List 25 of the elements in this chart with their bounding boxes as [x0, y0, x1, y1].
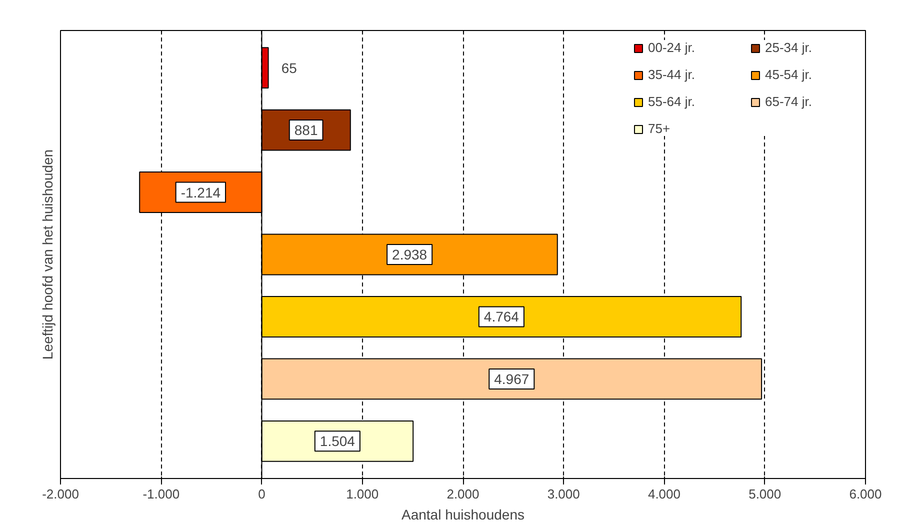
data-label: 2.938 [392, 246, 428, 262]
x-tick-label: 1.000 [346, 486, 379, 502]
x-axis-title: Aantal huishoudens [402, 506, 525, 522]
legend-label: 00-24 jr. [648, 40, 696, 55]
legend-label: 45-54 jr. [765, 67, 813, 82]
x-tick-label: 5.000 [748, 486, 782, 502]
data-label: 1.504 [320, 433, 356, 450]
y-axis-title: Leeftijd hoofd van het huishouden [40, 149, 56, 360]
x-tick-label: 3.000 [547, 486, 580, 502]
x-tick-label: -2.000 [42, 486, 79, 502]
data-label: 4.764 [484, 308, 520, 325]
data-label: -1.214 [180, 184, 221, 200]
data-label: 881 [294, 122, 318, 138]
x-tick-label: 2.000 [446, 486, 480, 502]
x-tick-label: 0 [258, 486, 266, 502]
legend-label: 25-34 jr. [765, 40, 813, 55]
x-tick-label: 6.000 [849, 486, 882, 502]
data-label: 4.967 [494, 370, 530, 387]
x-tick-label: 4.000 [648, 486, 681, 502]
legend-label: 75+ [648, 121, 672, 136]
data-label: 65 [281, 60, 298, 76]
legend-label: 55-64 jr. [648, 94, 696, 109]
x-tick-label: -1.000 [142, 486, 180, 502]
legend-label: 65-74 jr. [765, 94, 813, 109]
legend-label: 35-44 jr. [648, 67, 696, 82]
